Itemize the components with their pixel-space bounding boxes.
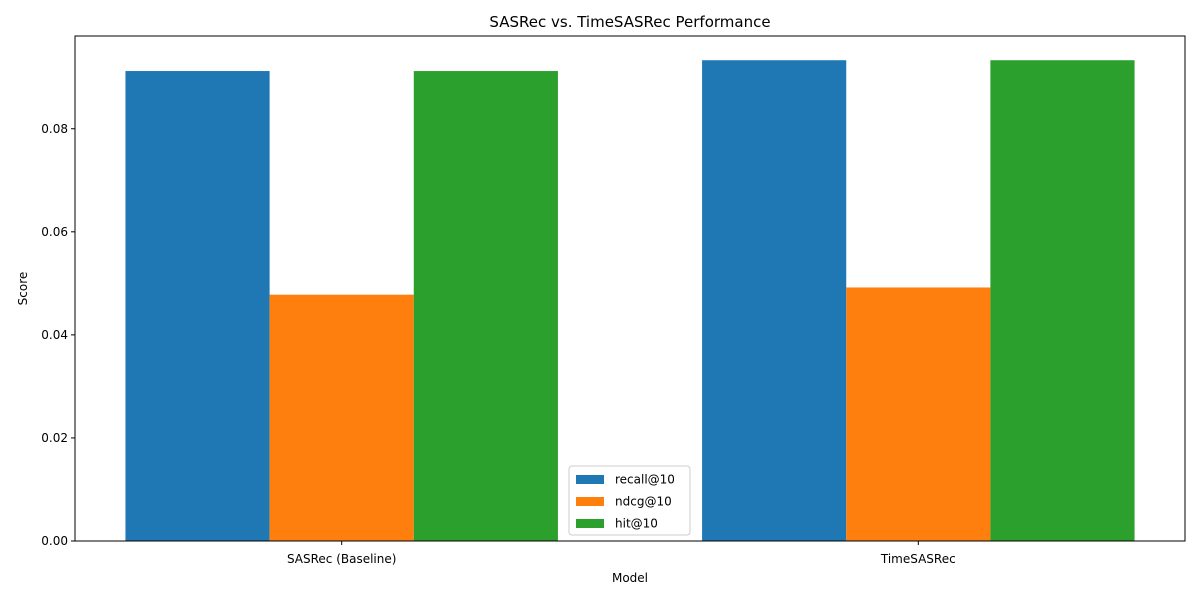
legend-swatch-recall-at-10: [576, 475, 604, 484]
legend-swatch-ndcg-at-10: [576, 497, 604, 506]
y-tick-label: 0.06: [41, 225, 68, 239]
bar-ndcg-at-10-0: [269, 294, 414, 541]
legend-label-hit-at-10: hit@10: [615, 517, 658, 531]
legend-swatch-hit-at-10: [576, 519, 604, 528]
y-tick-label: 0.02: [41, 431, 68, 445]
legend-label-ndcg-at-10: ndcg@10: [615, 495, 672, 509]
y-tick-label: 0.04: [41, 328, 68, 342]
x-tick-label: SASRec (Baseline): [287, 552, 397, 566]
bar-hit-at-10-1: [990, 60, 1135, 541]
x-tick-label: TimeSASRec: [880, 552, 956, 566]
y-axis-label: Score: [16, 272, 30, 306]
y-tick-label: 0.08: [41, 122, 68, 136]
bar-hit-at-10-0: [413, 71, 558, 541]
bar-ndcg-at-10-1: [846, 287, 991, 541]
chart-title: SASRec vs. TimeSASRec Performance: [489, 13, 770, 31]
legend-label-recall-at-10: recall@10: [615, 473, 675, 487]
bars-layer: [125, 60, 1135, 541]
x-axis-ticks: SASRec (Baseline) TimeSASRec: [287, 541, 956, 566]
x-axis-label: Model: [612, 571, 648, 585]
legend: recall@10 ndcg@10 hit@10: [568, 465, 691, 536]
y-tick-label: 0.00: [41, 534, 68, 548]
bar-recall-at-10-0: [125, 71, 270, 541]
y-axis-ticks: 0.00 0.02 0.04 0.06 0.08: [41, 122, 75, 548]
bar-recall-at-10-1: [702, 60, 847, 541]
plot-frame: [74, 35, 1186, 542]
